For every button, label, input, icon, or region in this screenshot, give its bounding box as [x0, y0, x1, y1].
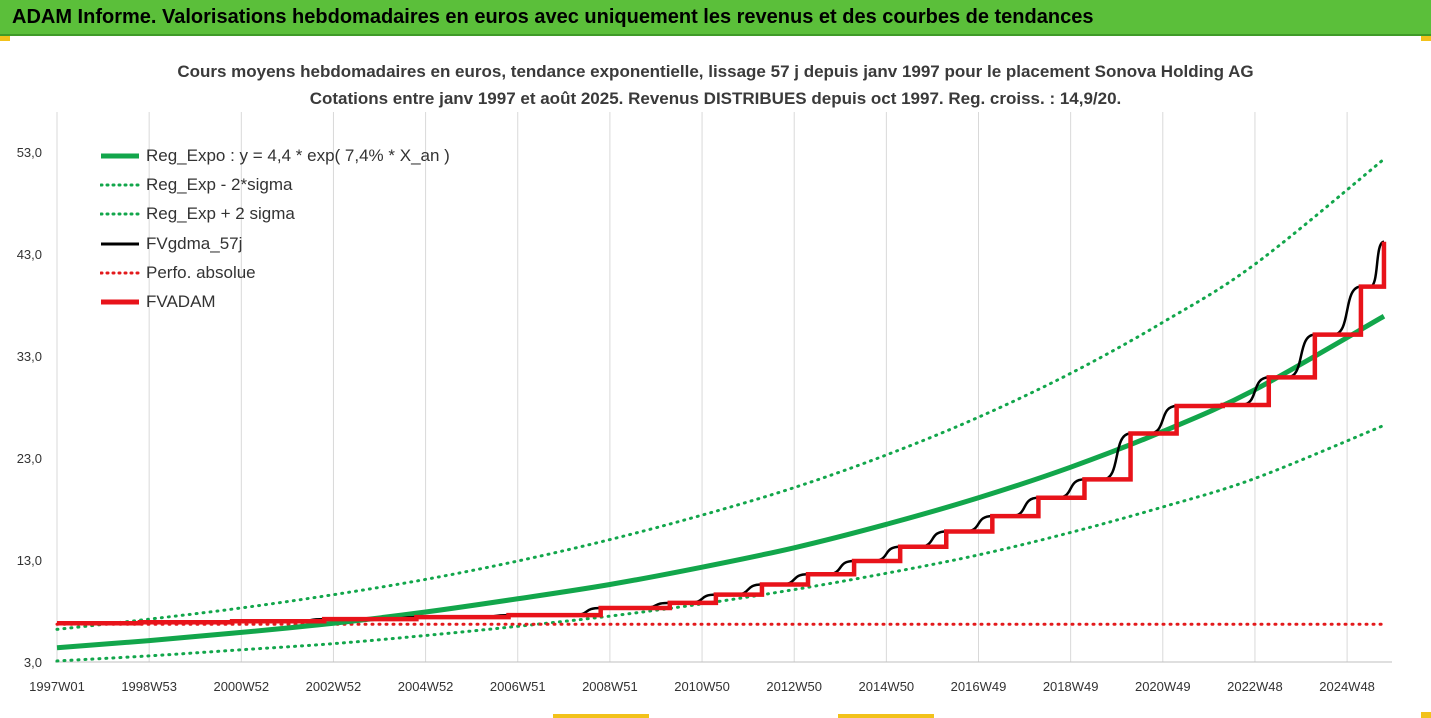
chart-title: Cours moyens hebdomadaires en euros, ten… — [177, 62, 1254, 81]
corner-mark — [1421, 712, 1431, 718]
x-tick-label: 2016W49 — [951, 679, 1007, 694]
chart-subtitle: Cotations entre janv 1997 et août 2025. … — [309, 89, 1122, 108]
legend-swatch-icon — [100, 183, 140, 187]
legend-item: Reg_Exp + 2 sigma — [100, 200, 450, 229]
legend-swatch-icon — [100, 271, 140, 275]
x-tick-label: 2024W48 — [1319, 679, 1375, 694]
y-tick-label: 33,0 — [17, 349, 42, 364]
x-tick-label: 2008W51 — [582, 679, 638, 694]
legend-swatch-icon — [101, 299, 139, 305]
series-line — [55, 423, 1386, 663]
legend-swatch-icon — [100, 212, 140, 216]
legend-item: Reg_Expo : y = 4,4 * exp( 7,4% * X_an ) — [100, 141, 450, 170]
corner-mark — [838, 714, 934, 718]
series-line — [56, 314, 1386, 651]
x-tick-label: 2002W52 — [306, 679, 362, 694]
corner-mark — [553, 714, 649, 718]
legend-label: Reg_Exp - 2*sigma — [146, 174, 293, 194]
legend-item: Reg_Exp - 2*sigma — [100, 170, 450, 199]
x-tick-label: 2020W49 — [1135, 679, 1191, 694]
x-tick-label: 2012W50 — [766, 679, 822, 694]
legend-label: FVADAM — [146, 292, 216, 312]
title-bar: ADAM Informe. Valorisations hebdomadaire… — [0, 0, 1431, 36]
chart-legend: Reg_Expo : y = 4,4 * exp( 7,4% * X_an ) R… — [100, 141, 450, 317]
x-tick-label: 2022W48 — [1227, 679, 1283, 694]
y-tick-label: 43,0 — [17, 247, 42, 262]
legend-label: FVgdma_57j — [146, 233, 243, 253]
corner-mark — [1421, 36, 1431, 41]
legend-swatch-icon — [101, 153, 139, 159]
legend-label: Reg_Exp + 2 sigma — [146, 204, 295, 224]
x-tick-label: 2004W52 — [398, 679, 454, 694]
legend-item: Perfo. absolue — [100, 258, 450, 287]
series-line — [57, 241, 1387, 626]
legend-swatch-icon — [101, 242, 139, 246]
y-tick-label: 23,0 — [17, 451, 42, 466]
corner-mark — [0, 36, 10, 41]
legend-label: Perfo. absolue — [146, 262, 256, 282]
legend-item: FVgdma_57j — [100, 229, 450, 258]
y-tick-label: 53,0 — [17, 145, 42, 160]
y-tick-label: 13,0 — [17, 553, 42, 568]
legend-label: Reg_Expo : y = 4,4 * exp( 7,4% * X_an ) — [146, 145, 450, 165]
series-line — [55, 157, 1386, 631]
x-tick-label: 2014W50 — [859, 679, 915, 694]
x-tick-label: 1997W01 — [29, 679, 85, 694]
x-tick-label: 2018W49 — [1043, 679, 1099, 694]
y-tick-label: 3,0 — [24, 655, 42, 670]
x-tick-label: 2006W51 — [490, 679, 546, 694]
x-tick-label: 2000W52 — [213, 679, 269, 694]
x-tick-label: 1998W53 — [121, 679, 177, 694]
legend-item: FVADAM — [100, 287, 450, 316]
page-title: ADAM Informe. Valorisations hebdomadaire… — [12, 6, 1094, 28]
x-tick-label: 2010W50 — [674, 679, 730, 694]
